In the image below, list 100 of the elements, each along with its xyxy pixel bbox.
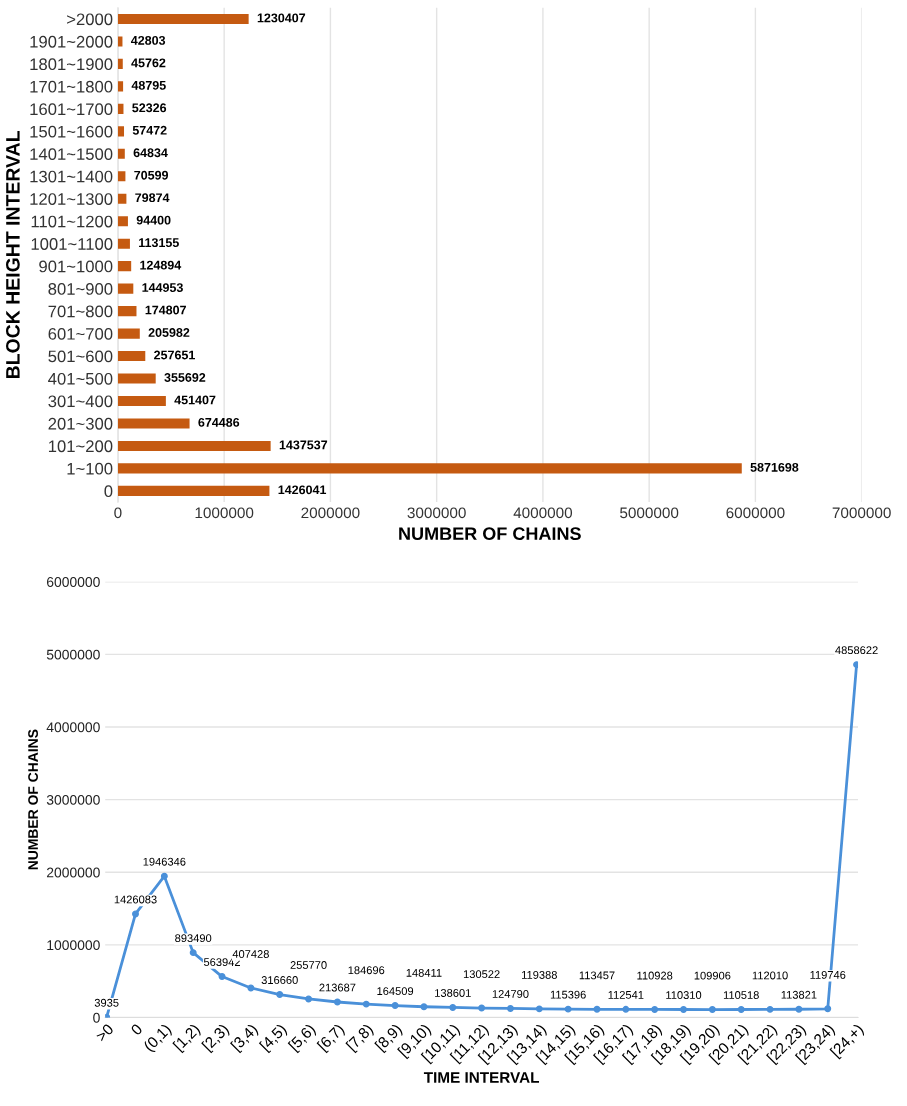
point [535, 1005, 543, 1013]
y-tick-label: 901~1000 [39, 260, 113, 273]
data-label: 257651 [154, 350, 195, 360]
point [276, 991, 284, 998]
bar [117, 171, 126, 182]
data-label: 1230407 [257, 13, 306, 23]
y-tick-label: 201~300 [48, 417, 113, 430]
y-tick-label: 1701~1800 [30, 80, 113, 93]
point [391, 1002, 399, 1010]
data-label: 148411 [406, 968, 442, 977]
x-tick-label: 4000000 [513, 507, 573, 519]
data-label: 205982 [148, 328, 190, 337]
point [737, 1006, 745, 1013]
bar [117, 81, 124, 92]
y-axis-title: BLOCK HEIGHT INTERVAL [6, 131, 20, 379]
data-label: 4858622 [835, 646, 878, 655]
y-tick-label: 501~600 [48, 350, 113, 363]
data-label: 48795 [131, 80, 166, 90]
y-tick-label: 1201~1300 [30, 193, 113, 205]
data-label: 124790 [492, 990, 529, 998]
data-label: 563942 [203, 958, 241, 967]
point [824, 1005, 832, 1013]
bar [117, 261, 132, 272]
bar [117, 418, 190, 429]
bar [117, 148, 125, 159]
data-label: 674486 [198, 417, 240, 427]
y-tick-label: 0 [93, 1012, 100, 1023]
data-label: 109906 [694, 971, 731, 980]
point [305, 995, 313, 1003]
point [420, 1003, 428, 1011]
y-tick-label: 101~200 [48, 440, 113, 453]
bar [117, 463, 742, 474]
data-label: 451407 [174, 395, 216, 405]
y-tick-label: 1301~1400 [30, 170, 113, 183]
data-label: 130522 [463, 970, 500, 979]
y-tick-label: >2000 [67, 13, 113, 26]
bar [117, 13, 249, 25]
y-tick-label: 0 [104, 485, 113, 498]
bar [117, 328, 140, 339]
point [766, 1005, 774, 1013]
data-label: 184696 [348, 966, 385, 975]
data-label: 124894 [140, 260, 182, 270]
y-tick-label: 4000000 [46, 722, 100, 733]
data-label: 94400 [136, 215, 171, 225]
data-label: 174807 [145, 305, 186, 315]
y-tick-label: 1601~1700 [30, 103, 113, 116]
bar [117, 351, 146, 362]
point [189, 949, 197, 957]
bar [117, 373, 156, 384]
data-label: 1426041 [278, 485, 327, 495]
data-label: 110518 [723, 991, 759, 999]
x-tick-label: 0 [130, 1023, 144, 1036]
data-label: 1437537 [279, 440, 328, 450]
data-label: 112010 [752, 971, 788, 980]
x-tick-label: 5000000 [620, 507, 679, 519]
data-label: 64834 [133, 148, 168, 158]
data-label: 893490 [175, 934, 212, 943]
point [247, 984, 255, 992]
bar [117, 485, 270, 496]
x-tick-label: 0 [114, 507, 122, 519]
y-tick-label: 3000000 [46, 794, 100, 805]
data-label: 115396 [550, 990, 586, 999]
x-tick-label: 3000000 [407, 507, 466, 519]
y-tick-label: 301~400 [48, 395, 113, 408]
point [333, 998, 341, 1006]
data-label: 164509 [377, 987, 414, 996]
y-tick-label: 601~700 [48, 327, 113, 340]
y-tick-label: 801~900 [48, 283, 113, 295]
data-label: 316660 [261, 976, 298, 984]
y-tick-label: 401~500 [48, 372, 113, 385]
data-label: 45762 [131, 58, 166, 68]
data-label: 119388 [522, 971, 557, 979]
data-label: 42803 [130, 35, 166, 45]
y-tick-label: 1501~1600 [30, 125, 113, 138]
bar [117, 126, 125, 137]
data-label: 1946346 [143, 857, 186, 866]
bar [117, 395, 166, 407]
x-axis-title: NUMBER OF CHAINS [399, 527, 581, 541]
y-tick-label: 1~100 [67, 462, 113, 475]
x-tick-label: 1000000 [195, 507, 254, 519]
data-label: 119746 [810, 970, 846, 979]
y-tick-label: 1101~1200 [31, 215, 113, 228]
point [506, 1004, 514, 1012]
y-tick-label: 5000000 [46, 649, 100, 660]
bar [117, 58, 123, 69]
data-label: 113457 [579, 971, 615, 980]
data-label: 213687 [319, 983, 356, 992]
bar [117, 238, 130, 249]
y-tick-label: 2000000 [46, 867, 100, 878]
data-label: 407428 [232, 950, 269, 958]
point [478, 1004, 486, 1012]
point [132, 910, 139, 918]
x-tick-label: >0 [95, 1023, 115, 1043]
data-label: 70599 [134, 170, 169, 180]
data-label: 52326 [132, 103, 167, 113]
point [680, 1006, 687, 1013]
point [564, 1005, 572, 1013]
data-label: 3935 [94, 998, 119, 1007]
data-label: 138601 [435, 989, 471, 997]
bar [117, 193, 127, 204]
